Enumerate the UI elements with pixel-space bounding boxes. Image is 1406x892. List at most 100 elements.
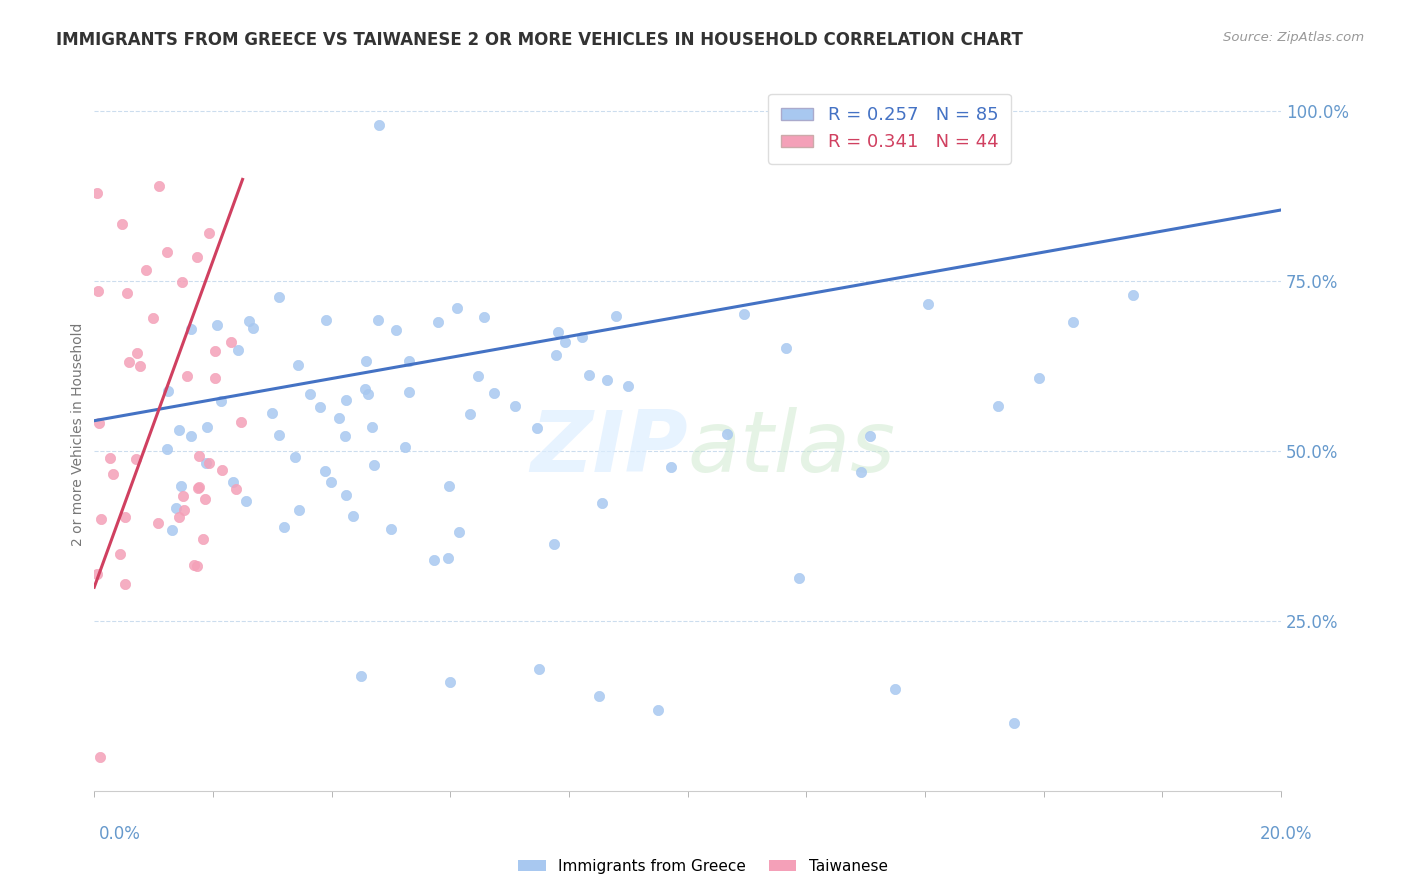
Point (363, 458, 385, 472)
Point (188, 480, 211, 494)
Text: IMMIGRANTS FROM GREECE VS TAIWANESE 2 OR MORE VEHICLES IN HOUSEHOLD CORRELATION : IMMIGRANTS FROM GREECE VS TAIWANESE 2 OR… (56, 31, 1024, 49)
Point (191, 532, 214, 546)
Point (380, 522, 402, 536)
Point (884, 682, 907, 697)
Text: atlas: atlas (688, 407, 896, 490)
Point (117, 286, 139, 301)
Point (616, 378, 638, 392)
Point (284, 450, 307, 464)
Point (367, 313, 389, 327)
Point (357, 386, 380, 401)
Point (458, 407, 481, 421)
Point (269, 290, 291, 304)
Point (157, 384, 180, 398)
Point (198, 456, 221, 470)
Point (187, 481, 209, 495)
Point (273, 520, 295, 534)
Point (398, 354, 420, 368)
Point (439, 675, 461, 690)
Point (503, 400, 526, 414)
Point (242, 320, 264, 334)
Point (228, 343, 250, 357)
Point (167, 509, 190, 524)
Point (917, 297, 939, 311)
Point (526, 421, 548, 435)
Point (859, 429, 882, 443)
Point (238, 314, 260, 328)
Point (335, 488, 357, 502)
Point (446, 301, 468, 316)
Point (124, 452, 146, 467)
Point (335, 393, 357, 408)
Point (439, 479, 461, 493)
Point (108, 547, 131, 561)
Y-axis label: 2 or more Vehicles in Household: 2 or more Vehicles in Household (72, 323, 86, 546)
Point (319, 475, 342, 489)
Text: 0.0%: 0.0% (98, 825, 141, 843)
Point (186, 250, 208, 264)
Point (176, 369, 198, 384)
Point (165, 501, 187, 516)
Text: ZIP: ZIP (530, 407, 688, 490)
Point (354, 354, 377, 368)
Point (114, 509, 136, 524)
Point (225, 482, 247, 496)
Point (173, 503, 195, 517)
Point (354, 382, 377, 396)
Point (447, 525, 470, 540)
Point (186, 558, 208, 573)
Point (98, 450, 121, 465)
Point (86, 566, 108, 581)
Point (204, 343, 226, 358)
Point (578, 368, 600, 382)
Point (148, 516, 170, 530)
Point (315, 313, 337, 327)
Point (1062, 315, 1084, 329)
Point (427, 315, 450, 329)
Legend: Immigrants from Greece, Taiwanese: Immigrants from Greece, Taiwanese (512, 853, 894, 880)
Legend: R = 0.257   N = 85, R = 0.341   N = 44: R = 0.257 N = 85, R = 0.341 N = 44 (768, 94, 1011, 164)
Point (605, 310, 627, 324)
Point (172, 489, 194, 503)
Point (188, 449, 211, 463)
Point (716, 426, 738, 441)
Point (204, 371, 226, 385)
Point (342, 509, 364, 524)
Point (172, 275, 194, 289)
Point (659, 460, 682, 475)
Point (262, 406, 284, 420)
Point (299, 387, 322, 401)
Point (588, 689, 610, 703)
Point (209, 394, 232, 409)
Point (205, 318, 228, 332)
Point (987, 399, 1010, 413)
Point (221, 335, 243, 350)
Point (333, 428, 356, 442)
Point (156, 442, 179, 456)
Point (571, 330, 593, 344)
Point (229, 415, 252, 429)
Point (384, 324, 406, 338)
Point (360, 419, 382, 434)
Point (368, 118, 391, 132)
Point (647, 703, 669, 717)
Point (169, 479, 191, 493)
Point (148, 178, 170, 193)
Point (1122, 288, 1144, 302)
Point (89, 750, 111, 764)
Point (125, 346, 148, 360)
Point (775, 341, 797, 355)
Point (287, 358, 309, 372)
Point (156, 244, 179, 259)
Point (733, 307, 755, 321)
Point (472, 310, 495, 325)
Point (180, 428, 202, 442)
Point (849, 465, 872, 479)
Point (195, 419, 218, 434)
Point (328, 410, 350, 425)
Point (183, 558, 205, 572)
Point (222, 475, 245, 489)
Text: Source: ZipAtlas.com: Source: ZipAtlas.com (1223, 31, 1364, 45)
Point (596, 373, 619, 387)
Point (87, 416, 110, 430)
